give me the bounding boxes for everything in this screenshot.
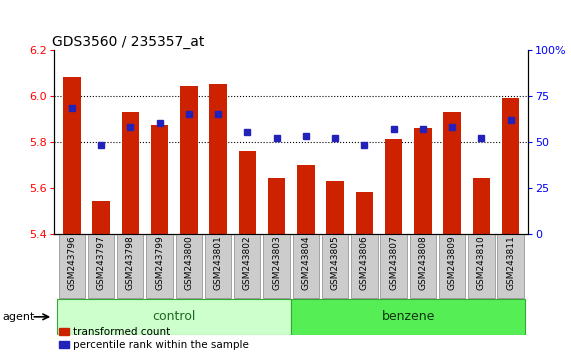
- Bar: [497, 234, 524, 298]
- Bar: [93, 201, 110, 234]
- Bar: [414, 128, 432, 234]
- Text: GSM243809: GSM243809: [448, 236, 457, 290]
- Bar: [176, 234, 202, 298]
- Bar: [88, 234, 114, 298]
- Bar: [326, 181, 344, 234]
- Text: GSM243803: GSM243803: [272, 236, 281, 290]
- Bar: [380, 234, 407, 298]
- Bar: [439, 234, 465, 298]
- Bar: [146, 234, 173, 298]
- Text: GSM243796: GSM243796: [67, 236, 77, 290]
- Text: GDS3560 / 235357_at: GDS3560 / 235357_at: [52, 35, 204, 48]
- Bar: [293, 234, 319, 298]
- Bar: [322, 234, 348, 298]
- Bar: [443, 112, 461, 234]
- Bar: [473, 178, 490, 234]
- Text: GSM243802: GSM243802: [243, 236, 252, 290]
- Text: agent: agent: [3, 312, 35, 322]
- Text: GSM243799: GSM243799: [155, 236, 164, 290]
- Text: GSM243810: GSM243810: [477, 236, 486, 290]
- Bar: [468, 234, 494, 298]
- Bar: [385, 139, 403, 234]
- Bar: [239, 151, 256, 234]
- Bar: [205, 234, 231, 298]
- Bar: [117, 234, 143, 298]
- Bar: [291, 299, 525, 335]
- Text: GSM243805: GSM243805: [331, 236, 340, 290]
- Bar: [268, 178, 286, 234]
- Bar: [122, 112, 139, 234]
- Text: GSM243804: GSM243804: [301, 236, 310, 290]
- Bar: [59, 234, 85, 298]
- Text: GSM243797: GSM243797: [96, 236, 106, 290]
- Bar: [356, 192, 373, 234]
- Bar: [151, 126, 168, 234]
- Text: control: control: [152, 310, 196, 323]
- Bar: [63, 77, 81, 234]
- Legend: transformed count, percentile rank within the sample: transformed count, percentile rank withi…: [59, 327, 249, 350]
- Bar: [263, 234, 289, 298]
- Bar: [351, 234, 377, 298]
- Text: GSM243806: GSM243806: [360, 236, 369, 290]
- Bar: [410, 234, 436, 298]
- Text: GSM243801: GSM243801: [214, 236, 223, 290]
- Text: GSM243811: GSM243811: [506, 236, 515, 290]
- Bar: [57, 299, 291, 335]
- Text: GSM243798: GSM243798: [126, 236, 135, 290]
- Text: benzene: benzene: [381, 310, 435, 323]
- Bar: [180, 86, 198, 234]
- Text: GSM243800: GSM243800: [184, 236, 194, 290]
- Bar: [234, 234, 260, 298]
- Text: GSM243807: GSM243807: [389, 236, 398, 290]
- Bar: [502, 98, 520, 234]
- Bar: [210, 84, 227, 234]
- Bar: [297, 165, 315, 234]
- Text: GSM243808: GSM243808: [419, 236, 427, 290]
